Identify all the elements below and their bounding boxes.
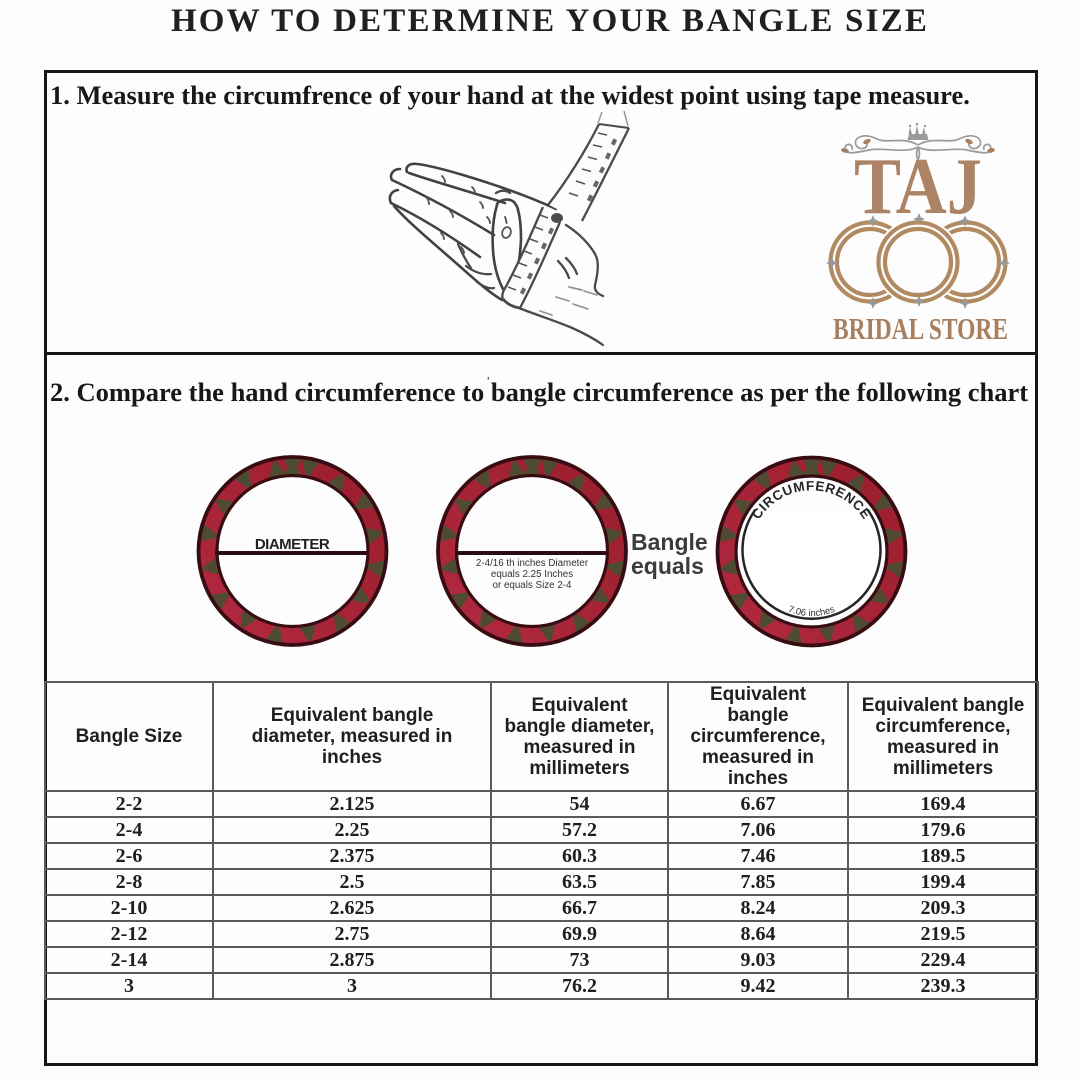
svg-text:equals 2.25 Inches: equals 2.25 Inches xyxy=(491,569,573,580)
svg-text:DIAMETER: DIAMETER xyxy=(255,536,330,553)
svg-text:BRIDAL STORE: BRIDAL STORE xyxy=(833,311,1008,343)
svg-text:or equals Size 2-4: or equals Size 2-4 xyxy=(493,580,573,591)
svg-text:2-4/16 th inches Diameter: 2-4/16 th inches Diameter xyxy=(476,558,589,569)
svg-text:7.06 inches: 7.06 inches xyxy=(787,604,837,619)
